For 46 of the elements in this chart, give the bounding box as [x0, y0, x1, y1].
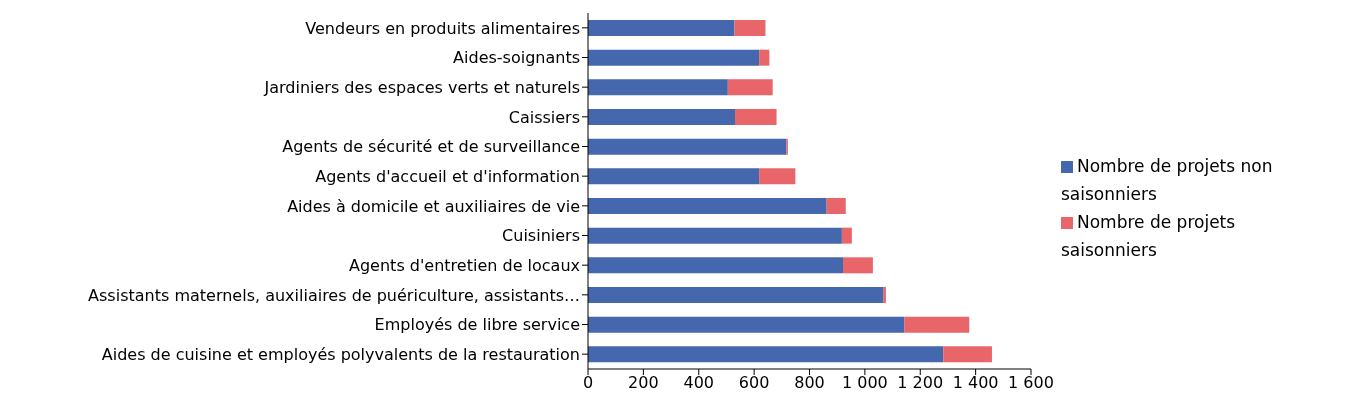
x-tick-label: 800	[794, 373, 825, 393]
bar	[943, 346, 992, 363]
bar	[588, 49, 760, 66]
bar	[727, 79, 773, 96]
bar	[826, 198, 846, 214]
y-tick-label: Employés de libre service	[374, 315, 580, 335]
x-tick-label: 0	[582, 373, 594, 393]
y-tick-label: Aides de cuisine et employés polyvalents de la restauration	[101, 344, 580, 364]
y-tick-label: Caissiers	[508, 107, 580, 127]
legend-label: Nombre de projets non saisonniers	[1061, 156, 1273, 204]
y-tick-label: Agents d'entretien de locaux	[349, 255, 580, 275]
x-tick-label: 1 600	[1008, 373, 1054, 393]
y-tick-label: Aides à domicile et auxiliaires de vie	[287, 196, 580, 216]
bar	[588, 346, 944, 363]
bar	[841, 227, 852, 244]
bar	[734, 20, 766, 36]
bar	[588, 109, 736, 125]
legend-label: Nombre de projets saisonniers	[1061, 212, 1236, 260]
x-tick-label: 1 200	[897, 373, 944, 393]
x-tick-label: 400	[683, 373, 715, 393]
y-tick-label: Aides-soignants	[453, 48, 580, 68]
x-tick-label: 600	[738, 373, 770, 393]
bar	[588, 168, 760, 185]
bar	[588, 198, 827, 214]
x-tick-label: 1 400	[952, 373, 999, 393]
bar	[883, 287, 886, 303]
bar	[843, 257, 873, 274]
y-tick-label: Vendeurs en produits alimentaires	[305, 18, 580, 38]
bar	[904, 316, 970, 333]
bar	[588, 79, 728, 96]
x-tick-label: 200	[628, 373, 659, 393]
bar	[588, 257, 843, 274]
y-tick-label: Agents d'accueil et d'information	[315, 166, 580, 186]
bar	[588, 138, 787, 155]
y-tick-label: Jardiniers des espaces verts et naturels	[263, 77, 580, 97]
x-tick-label: 1 000	[841, 373, 888, 393]
bar	[759, 49, 770, 66]
bar	[735, 109, 777, 125]
bar	[588, 287, 884, 303]
y-tick-label: Assistants maternels, auxiliaires de puériculture, assistants…	[88, 285, 580, 305]
bar	[759, 168, 796, 185]
y-tick-label: Agents de sécurité et de surveillance	[282, 137, 580, 157]
bar	[588, 20, 735, 36]
bar	[588, 316, 905, 333]
y-tick-label: Cuisiniers	[502, 226, 580, 246]
bar	[588, 227, 842, 244]
